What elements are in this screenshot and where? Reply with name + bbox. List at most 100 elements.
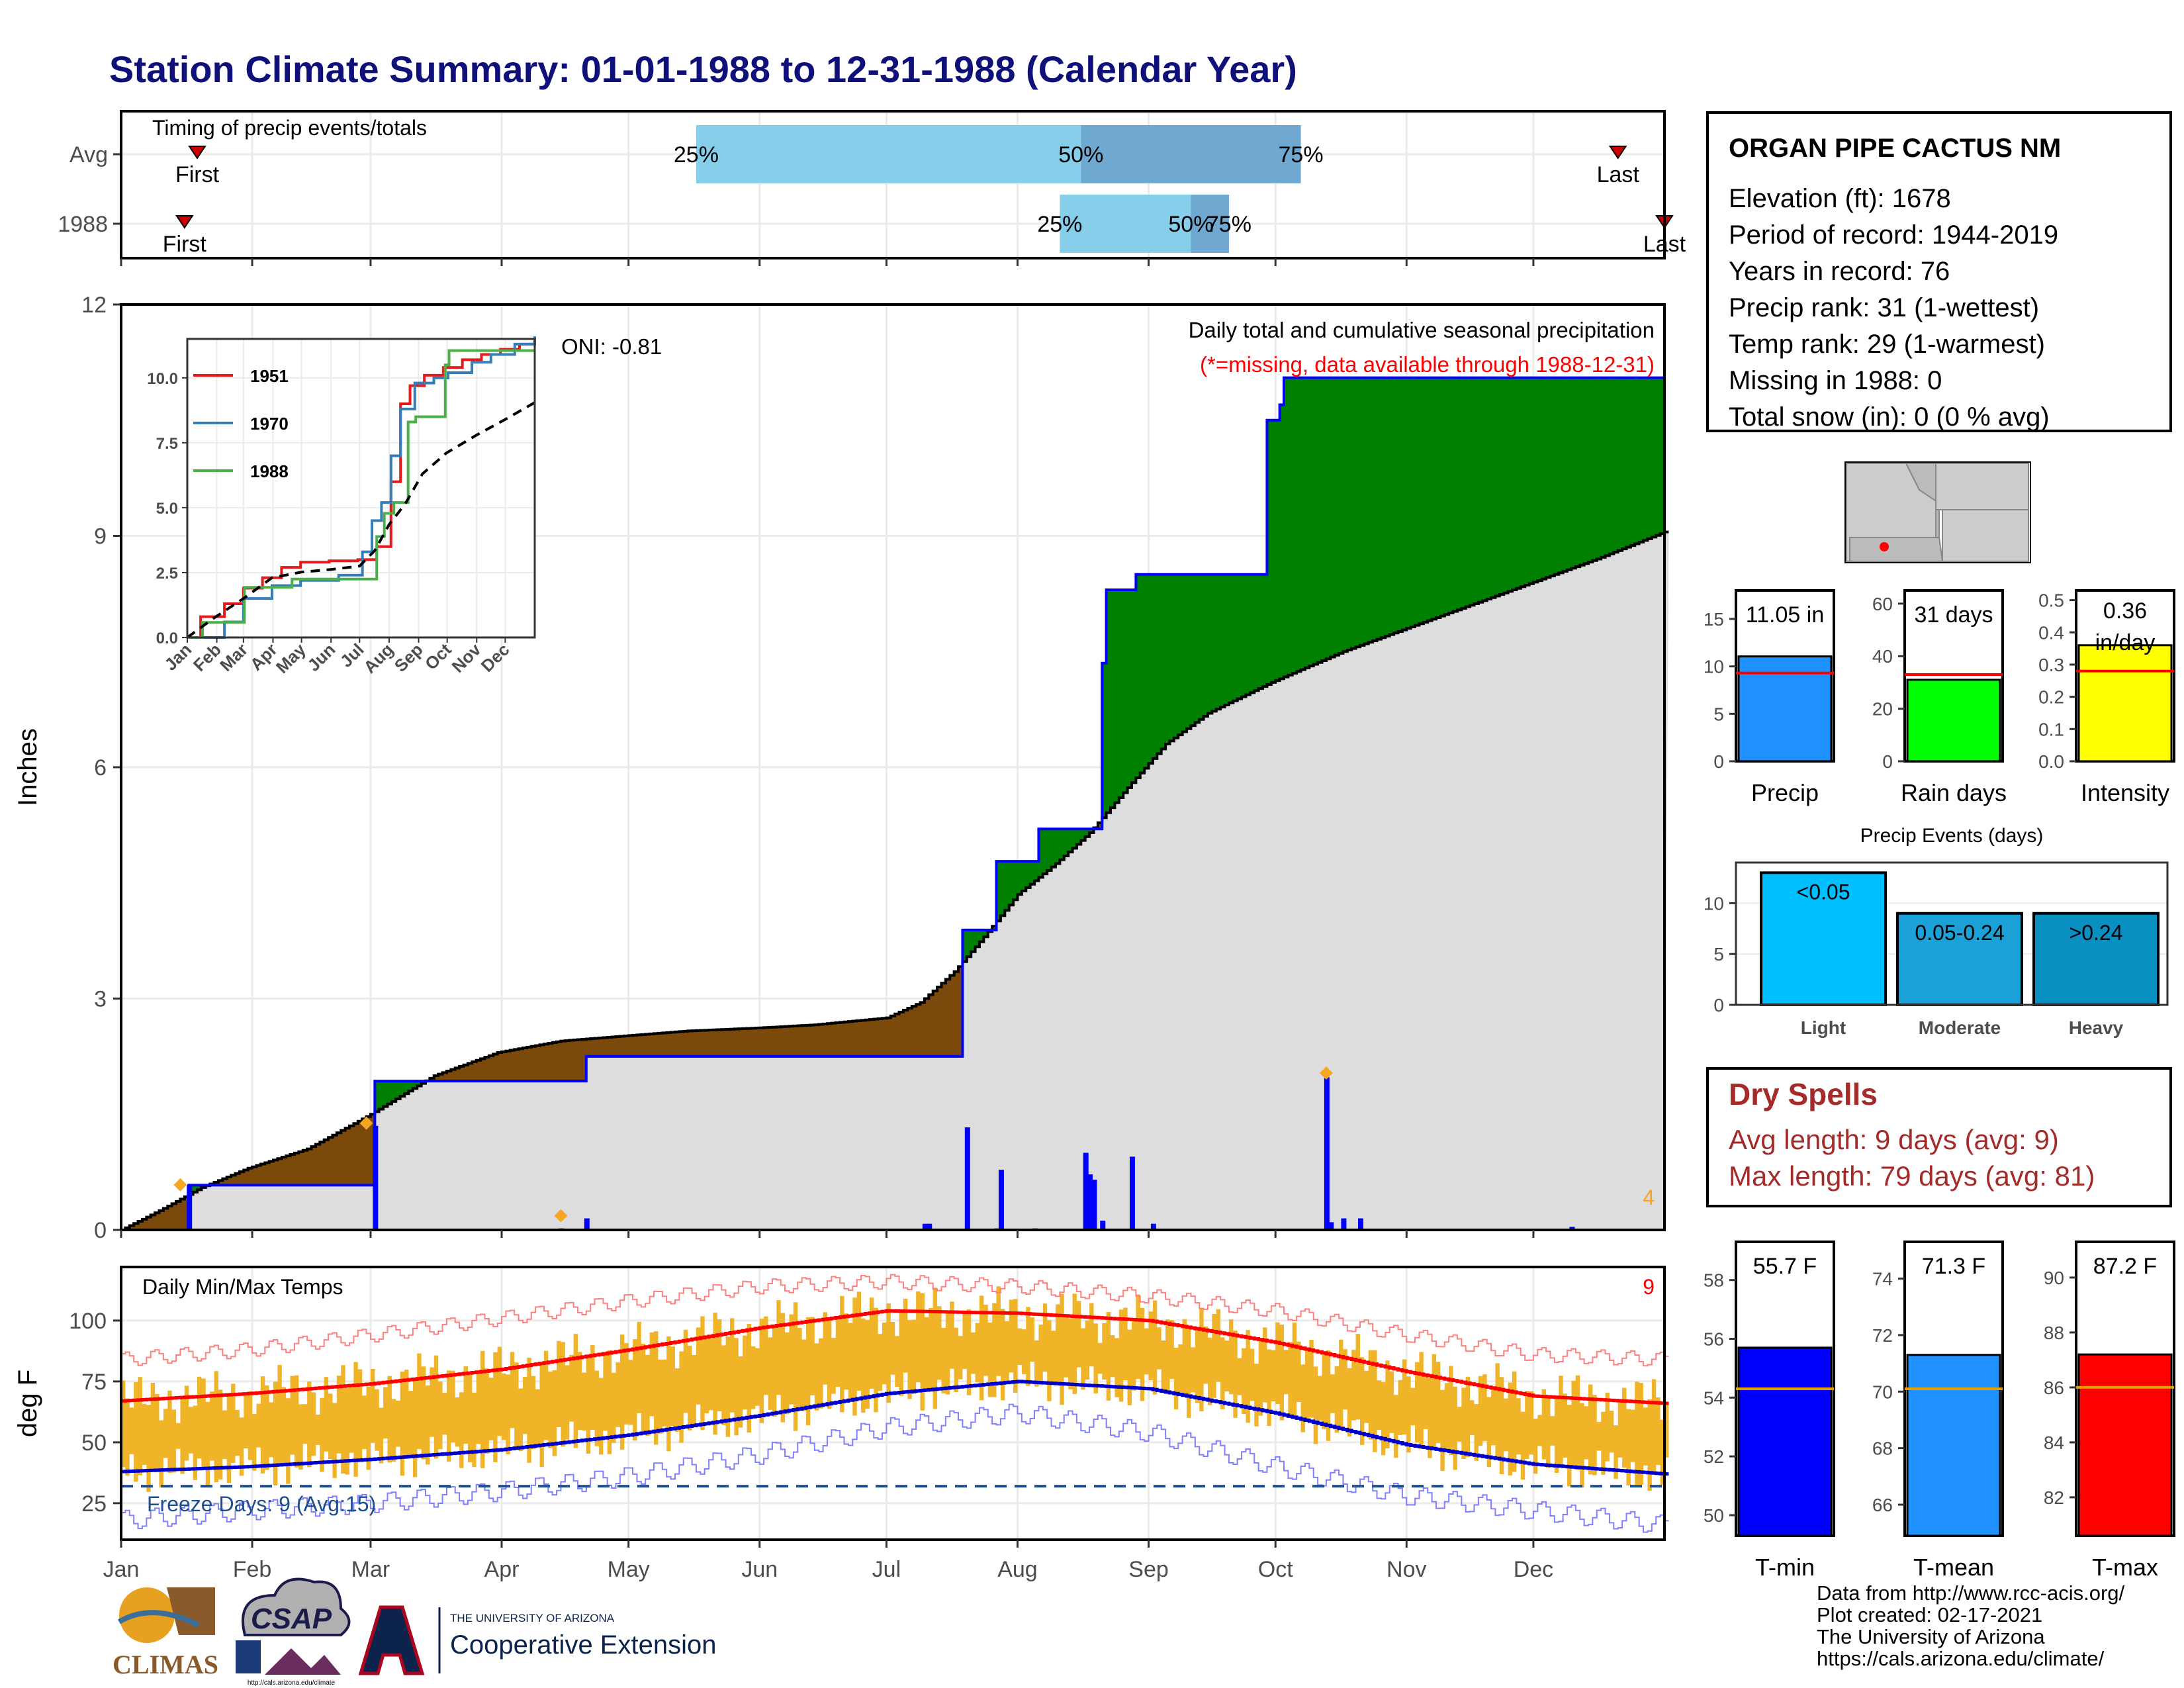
temp-frame [120, 1266, 1666, 1541]
y-tick-label: 68 [1872, 1438, 1893, 1459]
daily-precip-bar [927, 1223, 933, 1230]
y-tick-label: 10 [1704, 657, 1724, 677]
legend-label: 1951 [250, 366, 289, 386]
station-line: Elevation (ft): 1678 [1729, 184, 1951, 213]
ua-logo-big-text: Cooperative Extension [450, 1630, 716, 1660]
timing-label-q25: 25% [1037, 212, 1082, 237]
inset-y-tick-label: 10.0 [147, 370, 178, 388]
events-title: Precip Events (days) [1860, 825, 2044, 847]
inset-y-tick-label: 0.0 [156, 630, 178, 647]
total-label: in/day [2095, 630, 2156, 655]
station-line: Temp rank: 29 (1-warmest) [1729, 330, 2045, 359]
daily-temps-panel: Daily Min/Max Temps 9 Freeze Days: 9 (Avg:… [13, 1266, 1669, 1582]
x-tick-label: Sep [1128, 1557, 1169, 1582]
y-tick-label: 50 [1704, 1505, 1724, 1526]
daily-precip-bar [1087, 1174, 1093, 1230]
timing-bar-q25-q50 [1060, 195, 1191, 253]
csap-url: http://cals.arizona.edu/climate [248, 1679, 336, 1687]
x-tick-label: Mar [351, 1557, 390, 1582]
y-tick-label: 20 [1872, 699, 1893, 720]
climas-logo-text: CLIMAS [113, 1650, 218, 1679]
daily-precip-bar [1357, 1218, 1363, 1230]
total-label: 71.3 F [1922, 1254, 1985, 1279]
y-tick-label: 5 [1713, 704, 1724, 724]
total-bar [2077, 644, 2173, 763]
daily-precip-bar [1150, 1223, 1156, 1230]
daily-precip-bar [1324, 1077, 1330, 1230]
y-tick-label: 74 [1872, 1269, 1893, 1289]
daily-precip-bar [1341, 1218, 1347, 1230]
y-tick-label: 6 [94, 755, 107, 780]
event-category: Moderate [1919, 1017, 2001, 1038]
total-label: 55.7 F [1753, 1254, 1817, 1279]
csap-cloud-icon [242, 1577, 351, 1636]
climas-mesa-icon [167, 1587, 215, 1635]
event-category: Light [1801, 1017, 1846, 1038]
legend-label: 1988 [250, 461, 289, 481]
event-bar-label: <0.05 [1797, 880, 1850, 904]
inset-y-tick-label: 5.0 [156, 500, 178, 518]
dry-spells-title: Dry Spells [1729, 1077, 1878, 1111]
y-tick-label: 66 [1872, 1495, 1893, 1515]
logos: CLIMAS CSAP http://cals.arizona.edu/climat… [113, 1577, 716, 1687]
total-name: T-min [1755, 1554, 1815, 1581]
timing-bar-q50-q75 [1081, 125, 1301, 183]
total-label: 0.36 [2103, 598, 2147, 624]
daily-precip-bar [922, 1223, 928, 1230]
normal-tmax-line [121, 1309, 1669, 1405]
total-name: Rain days [1901, 779, 2007, 806]
y-tick-label: 5 [1713, 944, 1724, 964]
daily-precip-bar [1129, 1156, 1135, 1230]
timing-label-q75: 75% [1279, 142, 1324, 167]
total-name: Precip [1751, 779, 1819, 806]
legend-label: 1970 [250, 414, 289, 434]
x-tick-label: Jun [741, 1557, 778, 1582]
y-tick-label: 70 [1872, 1382, 1893, 1402]
y-tick-label: 58 [1704, 1270, 1724, 1291]
timing-label-q25: 25% [674, 142, 719, 167]
timing-frame [120, 110, 1666, 259]
record-tmax-line [121, 1274, 1669, 1367]
station-line: Precip rank: 31 (1-wettest) [1729, 293, 2040, 322]
inset-panel: 1951197019880.02.55.07.510.0JanFebMarApr… [147, 336, 536, 677]
x-tick-label: Feb [233, 1557, 272, 1582]
daily-temp-bars [121, 1286, 1669, 1492]
inset-series-avg [186, 401, 535, 639]
timing-title: Timing of precip events/totals [152, 116, 427, 140]
temp-totals-panels: 55.7 F 50 52 54 56 58 T-min 71.3 F 66 68 70 72 74 T-m… [1704, 1241, 2175, 1581]
dry-spells-box: Dry Spells Avg length: 9 days (avg: 9) M… [1706, 1067, 2172, 1207]
y-tick-label: 25 [81, 1491, 107, 1517]
total-label: 87.2 F [2093, 1254, 2157, 1279]
x-tick-label: Nov [1387, 1557, 1426, 1582]
inset-series-1988 [187, 349, 535, 639]
first-label: First [175, 162, 220, 187]
y-tick-label: 90 [2044, 1268, 2064, 1288]
y-tick-label: 56 [1704, 1329, 1724, 1350]
location-map [1844, 461, 2031, 563]
x-tick-label: May [608, 1557, 650, 1582]
map-state-ut-co [1935, 463, 2029, 510]
event-bar-label: 0.05-0.24 [1915, 921, 2004, 945]
y-tick-label: 82 [2044, 1487, 2064, 1508]
y-tick-label: 86 [2044, 1378, 2064, 1398]
y-tick-label: 0.4 [2038, 622, 2064, 643]
timing-label-q75: 75% [1206, 212, 1251, 237]
y-tick-label: 100 [69, 1309, 107, 1334]
freeze-label: Freeze Days: 9 (Avg:15) [147, 1492, 376, 1516]
events-frame [1735, 861, 2169, 1006]
inset-series-1970 [187, 336, 536, 639]
inset-y-tick-label: 7.5 [156, 435, 178, 453]
y-tick-label: 54 [1704, 1387, 1724, 1408]
first-marker [188, 146, 206, 160]
y-tick-label: 0 [94, 1218, 107, 1243]
y-tick-label: 50 [81, 1430, 107, 1456]
dry-spells-line: Avg length: 9 days (avg: 9) [1729, 1124, 2059, 1155]
daily-precip-bar [964, 1127, 970, 1230]
first-marker [175, 215, 194, 229]
daily-precip-bar [373, 1125, 379, 1230]
y-tick-label: 0 [1882, 751, 1893, 772]
credit-line: Data from http://www.rcc-acis.org/ [1817, 1581, 2125, 1605]
x-tick-label: Aug [997, 1557, 1038, 1582]
daily-precip-bar [998, 1170, 1004, 1230]
total-label: 31 days [1914, 602, 1993, 628]
